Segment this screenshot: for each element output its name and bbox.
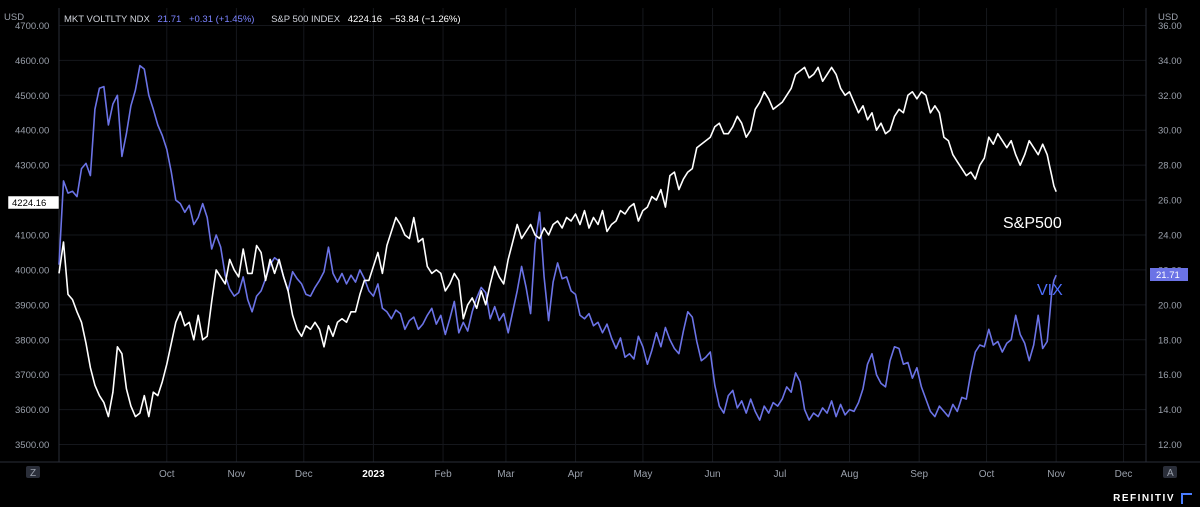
left-tick-label: 4000.00 bbox=[15, 265, 49, 276]
annotation-spx: S&P500 bbox=[1003, 215, 1062, 232]
brand-name: REFINITIV bbox=[1113, 493, 1175, 504]
left-tick-label: 3600.00 bbox=[15, 405, 49, 416]
legend-vix-name: MKT VOLTLTY NDX bbox=[64, 14, 151, 25]
x-tick-label: 2023 bbox=[362, 469, 385, 480]
x-tick-label: Apr bbox=[568, 469, 584, 480]
left-tick-label: 4300.00 bbox=[15, 161, 49, 172]
x-tick-label: Mar bbox=[497, 469, 515, 480]
last-value-left-box bbox=[7, 195, 60, 210]
legend-spx-change: −53.84 (−1.26%) bbox=[390, 14, 461, 25]
x-tick-label: Jul bbox=[774, 469, 787, 480]
svg-text:MKT VOLTLTY NDX 21.71: MKT VOLTLTY NDX 21.71 +0.31 (+1.45%) S&P… bbox=[64, 14, 461, 25]
left-tick-label: 4600.00 bbox=[15, 56, 49, 67]
right-tick-label: 20.00 bbox=[1158, 300, 1182, 311]
legend-vix-change: +0.31 (+1.45%) bbox=[189, 14, 255, 25]
right-tick-label: 16.00 bbox=[1158, 370, 1182, 381]
right-tick-label: 28.00 bbox=[1158, 161, 1182, 172]
right-tick-label: 24.00 bbox=[1158, 231, 1182, 242]
legend: MKT VOLTLTY NDX 21.71 +0.31 (+1.45%) S&P… bbox=[64, 14, 461, 25]
x-tick-label: Feb bbox=[434, 469, 452, 480]
right-tick-label: 26.00 bbox=[1158, 196, 1182, 207]
series-line-spx bbox=[58, 66, 1057, 418]
right-tick-labels: 36.0034.0032.0030.0028.0026.0024.0022.00… bbox=[1158, 21, 1182, 451]
zoom-button[interactable]: Z bbox=[26, 466, 40, 479]
last-value-right-text: 21.71 bbox=[1156, 270, 1180, 281]
right-tick-label: 18.00 bbox=[1158, 335, 1182, 346]
left-tick-label: 4500.00 bbox=[15, 91, 49, 102]
right-tick-label: 12.00 bbox=[1158, 440, 1182, 451]
x-tick-labels: Oct Nov Dec 2023 Feb Mar Apr May Jun Jul Aug Sep Oct… bbox=[159, 469, 1132, 480]
left-tick-label: 3500.00 bbox=[15, 440, 49, 451]
left-tick-label: 4100.00 bbox=[15, 231, 49, 242]
x-tick-label: May bbox=[633, 469, 652, 480]
grid-lines bbox=[59, 8, 1146, 462]
right-tick-label: 36.00 bbox=[1158, 21, 1182, 32]
last-value-right-badge: 21.71 bbox=[1150, 268, 1188, 281]
left-tick-label: 3800.00 bbox=[15, 335, 49, 346]
legend-spx-last: 4224.16 bbox=[348, 14, 382, 25]
last-value-left-badge: 4224.16 bbox=[7, 195, 60, 210]
x-tick-label: Dec bbox=[1115, 469, 1133, 480]
refinitiv-logo-icon bbox=[1181, 493, 1192, 504]
left-axis-unit: USD bbox=[4, 12, 24, 23]
x-tick-label: Oct bbox=[159, 469, 175, 480]
x-tick-label: Nov bbox=[228, 469, 246, 480]
right-tick-label: 14.00 bbox=[1158, 405, 1182, 416]
left-tick-label: 3900.00 bbox=[15, 300, 49, 311]
legend-spx-name: S&P 500 INDEX bbox=[271, 14, 341, 25]
right-tick-label: 34.00 bbox=[1158, 56, 1182, 67]
x-tick-label: Oct bbox=[979, 469, 995, 480]
series-line-vix bbox=[58, 64, 1057, 421]
annotation-vix: VIX bbox=[1037, 282, 1063, 299]
legend-vix-last: 21.71 bbox=[158, 14, 182, 25]
brand-logo: REFINITIV bbox=[1113, 493, 1192, 504]
zoom-button-label[interactable]: Z bbox=[30, 468, 36, 479]
left-tick-labels: 4700.004600.004500.004400.004300.004200.… bbox=[15, 21, 49, 451]
left-tick-label: 4700.00 bbox=[15, 21, 49, 32]
auto-scale-button[interactable]: A bbox=[1163, 466, 1177, 479]
x-tick-label: Dec bbox=[295, 469, 313, 480]
x-tick-label: Jun bbox=[704, 469, 720, 480]
x-tick-label: Aug bbox=[841, 469, 859, 480]
x-tick-label: Nov bbox=[1047, 469, 1065, 480]
auto-scale-button-label[interactable]: A bbox=[1167, 468, 1174, 479]
right-tick-label: 30.00 bbox=[1158, 126, 1182, 137]
x-tick-label: Sep bbox=[910, 469, 928, 480]
left-tick-label: 4400.00 bbox=[15, 126, 49, 137]
last-value-right-box bbox=[1150, 268, 1188, 281]
left-tick-label: 3700.00 bbox=[15, 370, 49, 381]
last-value-left-text: 4224.16 bbox=[12, 198, 46, 209]
right-axis-unit: USD bbox=[1158, 12, 1178, 23]
right-tick-label: 32.00 bbox=[1158, 91, 1182, 102]
